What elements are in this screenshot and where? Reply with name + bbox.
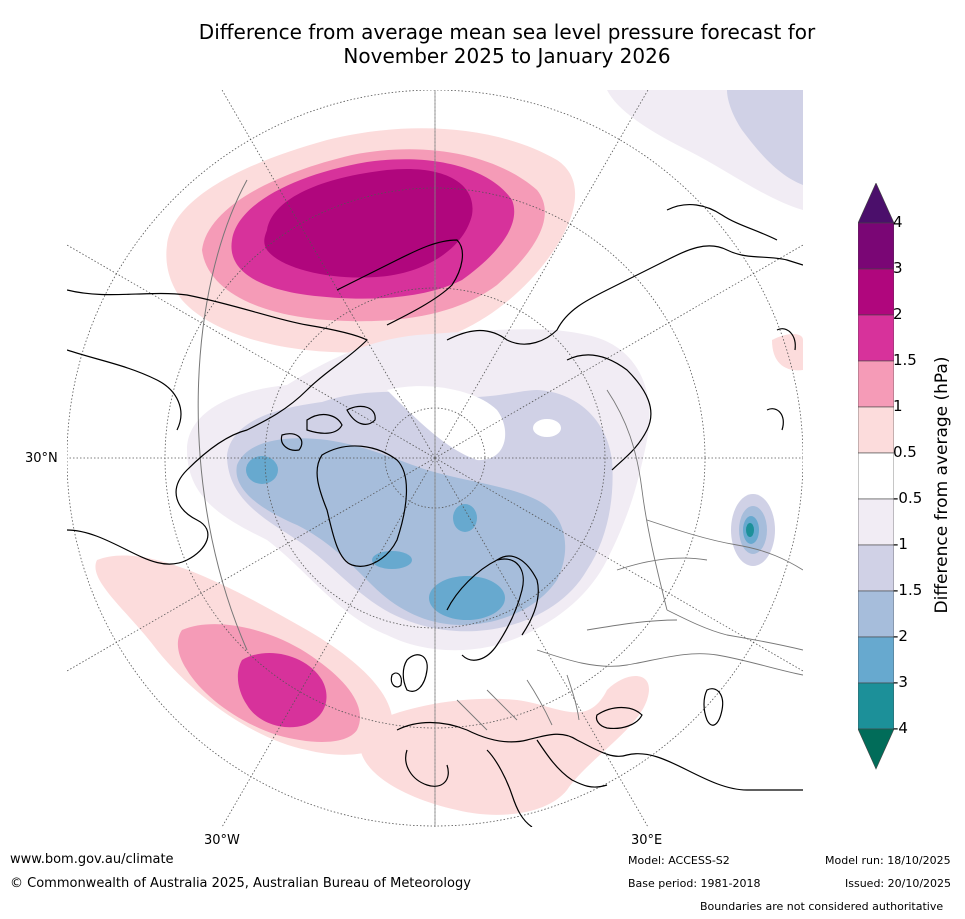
country-boundaries	[456, 389, 803, 731]
colorbar-tick-label: 2	[893, 305, 903, 323]
colorbar-tick-label: 4	[893, 213, 903, 231]
colorbar-band	[858, 268, 894, 316]
colorbar-band	[858, 452, 894, 500]
title-line-2: November 2025 to January 2026	[343, 44, 671, 68]
pressure-anomaly-map	[67, 90, 803, 827]
footer-model-run: Model run: 18/10/2025	[825, 854, 951, 867]
anomaly-northeast-blue	[727, 90, 803, 185]
lon-label-30e: 30°E	[631, 833, 663, 848]
colorbar-tick-label: 0.5	[893, 443, 917, 461]
footer-copyright: © Commonwealth of Australia 2025, Austra…	[10, 876, 471, 891]
colorbar-tick-label: 3	[893, 259, 903, 277]
footer-disclaimer: Boundaries are not considered authoritat…	[700, 900, 944, 913]
positive-anomaly-north-atlantic	[95, 555, 393, 755]
colorbar-band	[858, 406, 894, 454]
colorbar-tick-label: -3	[893, 673, 908, 691]
footer-website: www.bom.gov.au/climate	[10, 852, 174, 867]
colorbar-band	[858, 498, 894, 546]
lat-label-30n: 30°N	[25, 451, 58, 466]
chart-title: Difference from average mean sea level p…	[0, 20, 965, 68]
colorbar-tick-label: -2	[893, 627, 908, 645]
colorbar-band	[858, 682, 894, 730]
colorbar-tick-label: -1	[893, 535, 908, 553]
colorbar-tick-label: -4	[893, 719, 908, 737]
anomaly-siberia-small	[731, 494, 775, 566]
title-line-1: Difference from average mean sea level p…	[198, 20, 816, 44]
colorbar-extend-min	[858, 728, 894, 770]
colorbar-extend-max	[858, 183, 894, 224]
colorbar-band	[858, 590, 894, 638]
colorbar-tick-label: 1	[893, 397, 903, 415]
positive-anomaly-mediterranean	[359, 676, 649, 815]
footer-base-period: Base period: 1981-2018	[628, 877, 761, 890]
colorbar-tick-label: -0.5	[893, 489, 923, 507]
colorbar-band	[858, 222, 894, 270]
lon-label-30w: 30°W	[204, 833, 240, 848]
colorbar-band	[858, 636, 894, 684]
negative-anomaly-arctic	[187, 329, 650, 651]
colorbar	[858, 183, 894, 770]
colorbar-band	[858, 360, 894, 408]
positive-anomaly-north-pacific	[166, 128, 576, 353]
colorbar-band	[858, 544, 894, 592]
colorbar-band	[858, 314, 894, 362]
colorbar-tick-label: -1.5	[893, 581, 923, 599]
colorbar-tick-label: 1.5	[893, 351, 917, 369]
coastlines	[67, 203, 803, 827]
colorbar-title: Difference from average (hPa)	[932, 356, 952, 614]
footer-model: Model: ACCESS-S2	[628, 854, 730, 867]
footer-issued: Issued: 20/10/2025	[845, 877, 952, 890]
